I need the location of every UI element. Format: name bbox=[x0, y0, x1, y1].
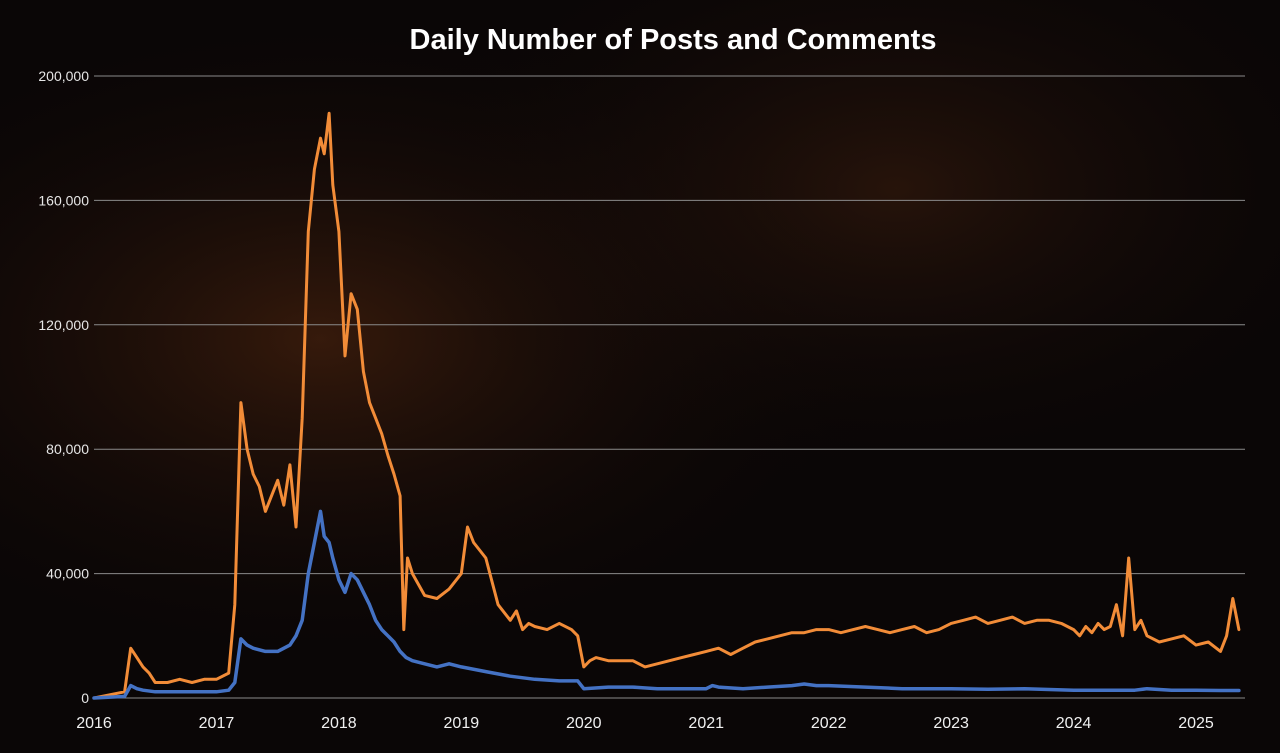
y-tick-label: 40,000 bbox=[46, 566, 89, 582]
x-tick-label: 2020 bbox=[566, 715, 602, 732]
x-tick-label: 2018 bbox=[321, 715, 357, 732]
x-tick-label: 2022 bbox=[811, 715, 847, 732]
x-tick-label: 2017 bbox=[199, 715, 235, 732]
y-tick-label: 160,000 bbox=[38, 192, 89, 208]
y-tick-label: 200,000 bbox=[38, 68, 89, 84]
series-line-blue bbox=[92, 509, 1241, 700]
x-tick-label: 2019 bbox=[444, 715, 480, 732]
y-tick-label: 0 bbox=[81, 690, 89, 706]
x-tick-label: 2025 bbox=[1178, 715, 1214, 732]
x-tick-label: 2021 bbox=[688, 715, 724, 732]
chart-title: Daily Number of Posts and Comments bbox=[410, 24, 937, 56]
y-tick-label: 120,000 bbox=[38, 317, 89, 333]
y-tick-label: 80,000 bbox=[46, 441, 89, 457]
series-line-orange bbox=[92, 111, 1241, 700]
gridlines bbox=[94, 75, 1245, 699]
x-tick-label: 2024 bbox=[1056, 715, 1092, 732]
x-tick-label: 2023 bbox=[933, 715, 969, 732]
x-tick-label: 2016 bbox=[76, 715, 112, 732]
series-lines bbox=[92, 111, 1241, 700]
x-axis-ticks: 2016 2017 2018 2019 2020 2021 2022 2023 2024 2025 bbox=[76, 715, 1214, 732]
y-axis-ticks: 0 40,000 80,000 120,000 160,000 200,000 bbox=[38, 68, 89, 706]
